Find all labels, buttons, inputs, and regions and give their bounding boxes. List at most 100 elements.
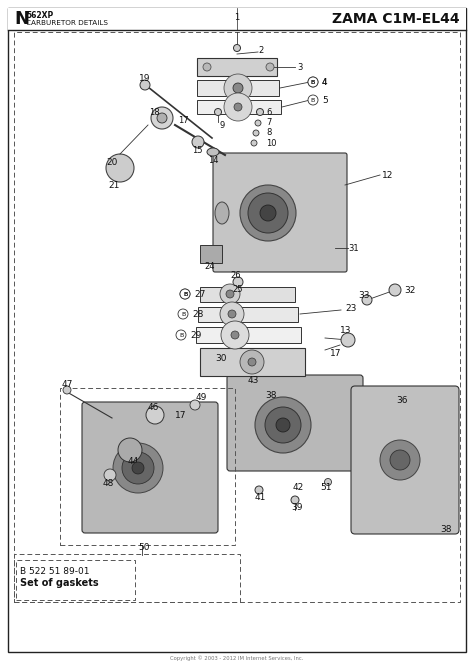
Circle shape (234, 103, 242, 111)
Circle shape (221, 321, 249, 349)
Text: 23: 23 (345, 303, 356, 313)
Circle shape (255, 120, 261, 126)
Text: 6: 6 (266, 108, 272, 116)
Text: 17: 17 (178, 116, 189, 125)
Bar (197, 58, 277, 76)
Circle shape (132, 462, 144, 474)
Text: 32: 32 (404, 286, 415, 295)
Text: 3: 3 (297, 62, 302, 72)
Text: CARBURETOR DETAILS: CARBURETOR DETAILS (26, 21, 108, 27)
Text: 24: 24 (204, 262, 215, 270)
Text: 8: 8 (266, 127, 272, 137)
Bar (200, 348, 305, 376)
Text: 17: 17 (175, 410, 186, 420)
Circle shape (220, 284, 240, 304)
Text: 36: 36 (396, 396, 408, 404)
Circle shape (176, 330, 186, 340)
Text: 39: 39 (291, 503, 302, 513)
Text: 4: 4 (322, 78, 328, 86)
Text: 4: 4 (322, 78, 327, 86)
Text: 9: 9 (220, 120, 225, 129)
Circle shape (251, 140, 257, 146)
Text: Set of gaskets: Set of gaskets (20, 578, 99, 588)
Text: 38: 38 (440, 525, 452, 535)
Circle shape (192, 136, 204, 148)
Text: 28: 28 (192, 309, 203, 319)
Text: 46: 46 (148, 404, 159, 412)
Ellipse shape (215, 202, 229, 224)
Text: 33: 33 (358, 291, 370, 299)
Circle shape (228, 310, 236, 318)
Text: B 522 51 89-01: B 522 51 89-01 (20, 568, 90, 576)
Circle shape (122, 452, 154, 484)
Circle shape (260, 205, 276, 221)
Text: B: B (183, 291, 187, 297)
Bar (14, 32, 460, 602)
Text: 25: 25 (232, 284, 243, 293)
Circle shape (146, 406, 164, 424)
Text: 18: 18 (149, 108, 160, 116)
FancyBboxPatch shape (351, 386, 459, 534)
Text: 21: 21 (108, 181, 119, 189)
Circle shape (113, 443, 163, 493)
Text: 13: 13 (340, 325, 352, 335)
Circle shape (215, 108, 221, 116)
Text: 30: 30 (215, 353, 227, 363)
Text: B: B (181, 311, 185, 317)
Circle shape (291, 496, 299, 504)
Circle shape (180, 289, 190, 299)
Text: 15: 15 (192, 145, 202, 155)
Circle shape (224, 93, 252, 121)
Bar (197, 80, 279, 96)
Circle shape (389, 284, 401, 296)
Text: B: B (311, 98, 315, 102)
Text: 12: 12 (382, 171, 393, 179)
Text: N: N (14, 10, 29, 28)
Text: 14: 14 (208, 155, 219, 165)
Circle shape (233, 83, 243, 93)
FancyBboxPatch shape (227, 375, 363, 471)
FancyBboxPatch shape (213, 153, 347, 272)
Bar (60, 388, 235, 545)
Text: 51: 51 (320, 483, 331, 491)
Circle shape (255, 486, 263, 494)
Text: 47: 47 (62, 380, 73, 388)
Circle shape (140, 80, 150, 90)
Circle shape (308, 77, 318, 87)
Circle shape (341, 333, 355, 347)
Text: B: B (311, 80, 315, 84)
Circle shape (266, 63, 274, 71)
Circle shape (118, 438, 142, 462)
Text: 43: 43 (248, 376, 259, 384)
Text: B: B (183, 291, 187, 297)
Circle shape (248, 358, 256, 366)
Text: 1: 1 (234, 13, 240, 23)
Text: 19: 19 (139, 74, 151, 82)
Circle shape (240, 185, 296, 241)
Circle shape (253, 130, 259, 136)
Text: 2: 2 (258, 46, 263, 54)
Text: 42: 42 (293, 483, 304, 491)
Ellipse shape (207, 148, 219, 156)
Circle shape (104, 469, 116, 481)
Circle shape (325, 479, 331, 485)
Circle shape (362, 295, 372, 305)
Text: 38: 38 (265, 390, 276, 400)
Bar (197, 100, 281, 114)
Circle shape (106, 154, 134, 182)
Circle shape (203, 63, 211, 71)
Circle shape (256, 108, 264, 116)
Text: 31: 31 (348, 244, 359, 252)
Circle shape (255, 397, 311, 453)
Bar (196, 327, 301, 343)
Circle shape (233, 277, 243, 287)
Circle shape (276, 418, 290, 432)
Circle shape (180, 289, 190, 299)
Text: B: B (179, 333, 183, 337)
Text: 5: 5 (322, 96, 328, 104)
Text: ZAMA C1M-EL44: ZAMA C1M-EL44 (332, 12, 460, 26)
Circle shape (226, 290, 234, 298)
Text: 20: 20 (106, 157, 118, 167)
Text: 41: 41 (255, 493, 266, 501)
Text: 44: 44 (128, 457, 139, 467)
